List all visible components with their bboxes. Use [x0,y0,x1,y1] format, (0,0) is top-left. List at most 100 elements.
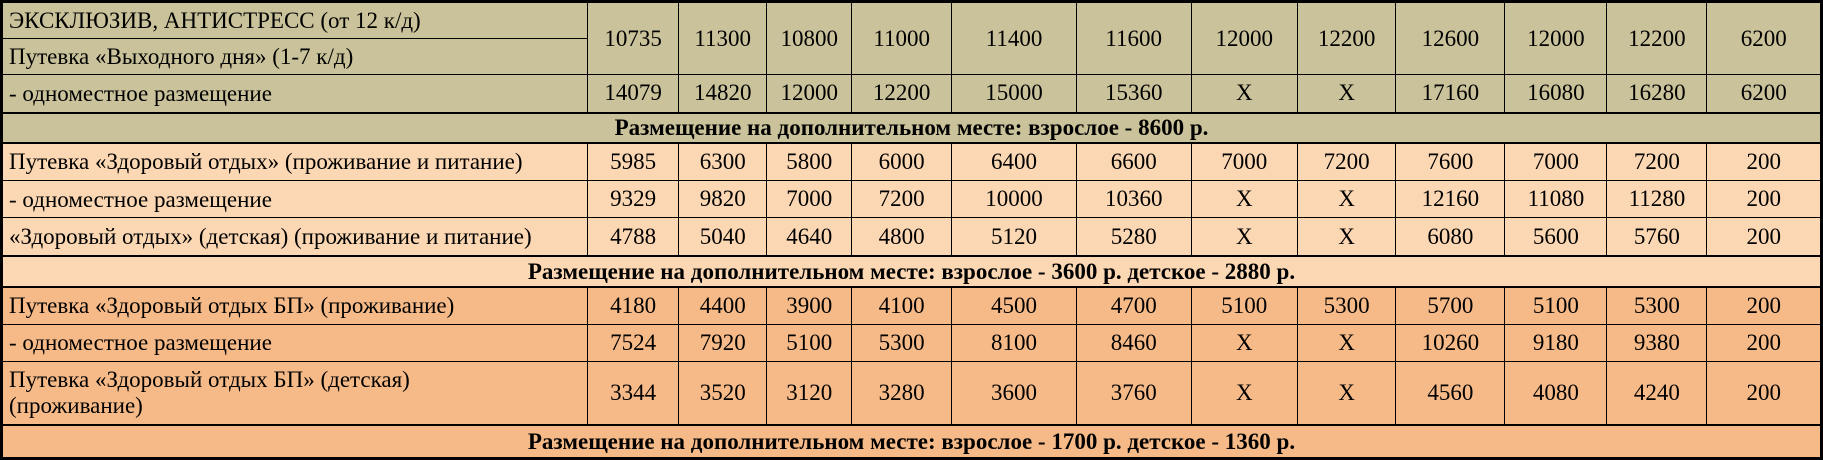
price-cell: 11600 [1075,0,1192,76]
row-label: Путевка «Здоровый отдых БП» (проживание) [0,286,589,325]
row-label: Путевка «Выходного дня» (1-7 к/д) [0,38,589,76]
price-cell: 5300 [1606,286,1708,325]
price-cell: 6000 [851,142,953,182]
price-cell: 5300 [851,323,953,362]
price-cell: 15360 [1075,74,1192,114]
price-cell: 3520 [678,360,768,426]
table-row: - одноместное размещение 14079 14820 12000 1… [0,74,1822,114]
unavailable-cell: Х [1190,360,1299,426]
price-cell: 5100 [1190,286,1299,325]
price-cell: 7000 [766,180,853,219]
price-cell: 200 [1706,323,1822,362]
row-label: - одноместное размещение [0,323,589,362]
price-cell: 3760 [1075,360,1192,426]
price-cell: 4180 [587,286,680,325]
table-row: Путевка «Здоровый отдых БП» (детская) (п… [0,360,1822,426]
price-cell: 10360 [1075,180,1192,219]
price-cell: 5985 [587,142,680,182]
price-cell: 11300 [678,0,768,76]
price-cell: 4788 [587,217,680,257]
price-cell: 12000 [1504,0,1608,76]
price-cell: 3280 [851,360,953,426]
unavailable-cell: Х [1190,180,1299,219]
price-cell: 6300 [678,142,768,182]
price-cell: 7200 [1606,142,1708,182]
price-cell: 7200 [851,180,953,219]
price-cell: 6200 [1706,0,1822,76]
price-cell: 200 [1706,217,1822,257]
unavailable-cell: Х [1190,323,1299,362]
price-cell: 7000 [1190,142,1299,182]
unavailable-cell: Х [1296,180,1397,219]
table-row: Путевка «Выходного дня» (1-7 к/д) [0,38,1822,76]
price-cell: 11080 [1504,180,1608,219]
table-row: ЭКСКЛЮЗИВ, АНТИСТРЕСС (от 12 к/д) 10735 11… [0,0,1822,76]
price-cell: 7920 [678,323,768,362]
price-cell: 4400 [678,286,768,325]
banner-row: Размещение на дополнительном месте: взро… [1,255,1822,289]
table-row: - одноместное размещение 7524 7920 5100 5300… [0,323,1822,362]
price-cell: 200 [1706,180,1822,219]
price-cell: 6400 [951,142,1077,182]
price-cell: 8100 [951,323,1077,362]
price-cell: 7524 [587,323,680,362]
price-cell: 3600 [951,360,1077,426]
price-cell: 16080 [1504,74,1608,114]
price-cell: 17160 [1395,74,1506,114]
banner-text: Размещение на дополнительном месте: взро… [1,424,1822,460]
price-cell: 200 [1706,142,1822,182]
row-label: «Здоровый отдых» (детская) (проживание и… [0,217,589,257]
price-cell: 200 [1706,286,1822,325]
price-cell: 3344 [587,360,680,426]
price-cell: 14079 [587,74,680,114]
price-cell: 12000 [1190,0,1299,76]
price-cell: 4800 [851,217,953,257]
price-cell: 9380 [1606,323,1708,362]
price-cell: 11000 [851,0,953,76]
price-cell: 5100 [766,323,853,362]
price-cell: 12000 [766,74,853,114]
table-row: - одноместное размещение 9329 9820 7000 7200… [0,180,1822,219]
unavailable-cell: Х [1296,323,1397,362]
price-cell: 10000 [951,180,1077,219]
price-cell: 9329 [587,180,680,219]
banner-row: Размещение на дополнительном месте: взро… [1,424,1822,460]
price-cell: 5040 [678,217,768,257]
price-cell: 4700 [1075,286,1192,325]
price-cell: 4560 [1395,360,1506,426]
row-label: Путевка «Здоровый отдых» (проживание и п… [0,142,589,182]
price-cell: 4080 [1504,360,1608,426]
row-label: - одноместное размещение [0,180,589,219]
price-cell: 5300 [1296,286,1397,325]
price-cell: 7000 [1504,142,1608,182]
price-cell: 6600 [1075,142,1192,182]
unavailable-cell: Х [1296,217,1397,257]
price-cell: 14820 [678,74,768,114]
price-cell: 5600 [1504,217,1608,257]
price-cell: 4640 [766,217,853,257]
price-cell: 5120 [951,217,1077,257]
price-cell: 7600 [1395,142,1506,182]
row-label: ЭКСКЛЮЗИВ, АНТИСТРЕСС (от 12 к/д) [0,0,589,40]
table-row: «Здоровый отдых» (детская) (проживание и… [0,217,1822,257]
price-cell: 16280 [1606,74,1708,114]
price-cell: 6080 [1395,217,1506,257]
banner-row: Размещение на дополнительном месте: взро… [1,111,1822,144]
row-label: Путевка «Здоровый отдых БП» (детская) (п… [0,360,589,426]
price-cell: 12200 [1296,0,1397,76]
unavailable-cell: Х [1296,360,1397,426]
banner-text: Размещение на дополнительном месте: взро… [1,111,1822,144]
price-cell: 9820 [678,180,768,219]
price-cell: 9180 [1504,323,1608,362]
price-cell: 3120 [766,360,853,426]
price-cell: 12200 [1606,0,1708,76]
price-cell: 5280 [1075,217,1192,257]
price-cell: 6200 [1706,74,1822,114]
unavailable-cell: Х [1296,74,1397,114]
price-cell: 8460 [1075,323,1192,362]
price-cell: 4500 [951,286,1077,325]
price-cell: 5700 [1395,286,1506,325]
price-cell: 3900 [766,286,853,325]
